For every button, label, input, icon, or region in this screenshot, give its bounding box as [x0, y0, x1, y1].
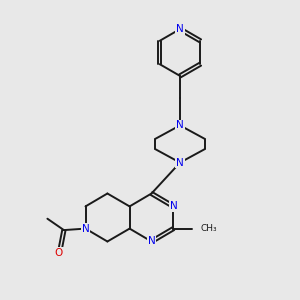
Text: N: N: [176, 24, 184, 34]
Text: N: N: [82, 224, 89, 234]
Text: N: N: [148, 236, 155, 247]
Text: O: O: [55, 248, 63, 258]
Text: N: N: [169, 201, 177, 212]
Text: N: N: [176, 158, 184, 168]
Text: CH₃: CH₃: [200, 224, 217, 233]
Text: N: N: [176, 120, 184, 130]
